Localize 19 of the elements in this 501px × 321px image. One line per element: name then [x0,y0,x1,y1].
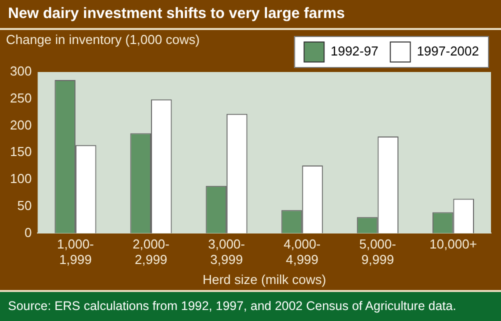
y-axis-title: Change in inventory (1,000 cows) [6,32,200,48]
chart-title: New dairy investment shifts to very large farms [0,0,501,30]
x-tick-label: 5,000-9,999 [359,236,396,268]
y-tick-label: 300 [10,64,32,79]
y-tick-label: 0 [24,224,32,240]
x-tick-label: 10,000+ [430,236,477,252]
x-tick-label: 1,000-1,999 [57,236,94,268]
x-axis-title: Herd size (milk cows) [202,272,326,287]
y-tick-label: 100 [10,171,32,186]
y-tick-label: 50 [17,198,32,213]
source-note: Source: ERS calculations from 1992, 1997, and 2002 Census of Agriculture data. [0,290,501,321]
legend-label: 1992-97 [330,44,378,59]
x-tick-label: 2,000-2,999 [132,236,170,268]
y-tick-label: 200 [10,117,32,132]
x-tick-label: 4,000-4,999 [284,236,321,268]
y-tick-label: 250 [10,90,32,106]
y-tick-label: 150 [10,144,32,160]
legend-label: 1997-2002 [416,44,480,59]
x-tick-label: 3,000-3,999 [208,236,246,268]
